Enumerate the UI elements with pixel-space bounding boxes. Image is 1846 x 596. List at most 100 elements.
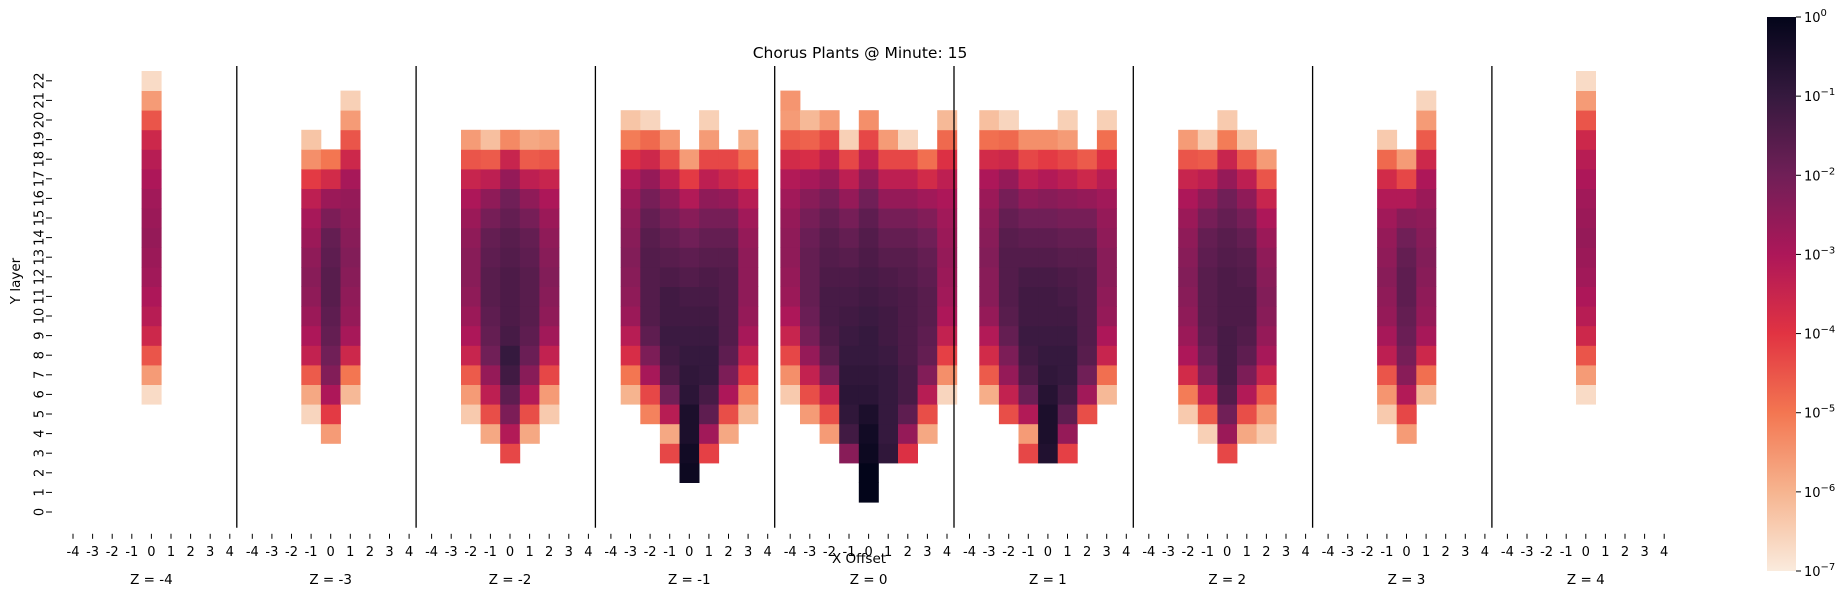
heatmap-cell [1237, 325, 1257, 346]
heatmap-cell [1096, 129, 1117, 150]
y-tick-label: 8 [33, 351, 48, 359]
heatmap-cell [738, 227, 759, 248]
heatmap-cell [301, 267, 322, 287]
heatmap-cell [301, 227, 322, 248]
heatmap-cell [898, 169, 918, 189]
heatmap-cell [301, 325, 322, 346]
heatmap-cell [1057, 423, 1078, 444]
heatmap-cell [519, 306, 540, 327]
heatmap-cell [839, 129, 860, 150]
heatmap-cell [320, 365, 341, 385]
heatmap-cell [519, 208, 540, 229]
heatmap-cell [1237, 345, 1257, 366]
heatmap-cell [1377, 208, 1398, 229]
heatmap-cell [1416, 208, 1437, 229]
colorbar-ticks: 100 10−1 10−2 10−3 10−4 10−5 10−6 10−7 [1796, 8, 1835, 580]
heatmap-cell [1197, 149, 1218, 170]
heatmap-cell [1057, 306, 1078, 327]
heatmap-cell [320, 423, 341, 444]
heatmap-cell [620, 110, 641, 131]
heatmap-cell [898, 149, 918, 170]
heatmap-cell [917, 306, 938, 327]
heatmap-cell [500, 208, 521, 229]
heatmap-cell [141, 325, 162, 346]
heatmap-cell [620, 188, 641, 209]
heatmap-cell [480, 188, 501, 209]
heatmap-cell [340, 384, 361, 405]
heatmap-cell [1217, 286, 1238, 307]
colorbar: 100 10−1 10−2 10−3 10−4 10−5 10−6 10−7 [1767, 8, 1835, 580]
heatmap-cell [340, 208, 361, 229]
heatmap-cell [620, 149, 641, 170]
heatmap-cell [1057, 110, 1078, 131]
heatmap-cell [1197, 286, 1218, 307]
heatmap-cell [519, 129, 540, 150]
heatmap-cell [819, 423, 840, 444]
heatmap-cell [620, 345, 641, 366]
heatmap-cell [998, 110, 1019, 131]
heatmap-cell [320, 345, 341, 366]
heatmap-cell [1077, 169, 1098, 189]
x-tick-label: 3 [1640, 545, 1648, 560]
heatmap-cell [679, 384, 700, 405]
heatmap-cell [340, 188, 361, 209]
heatmap-cell [738, 286, 759, 307]
heatmap-cell [1057, 443, 1078, 464]
heatmap-cell [878, 443, 899, 464]
heatmap-cell [480, 149, 501, 170]
heatmap-cell [898, 345, 918, 366]
heatmap-cell [141, 267, 162, 287]
heatmap-cell [1038, 227, 1059, 248]
heatmap-cell [1256, 325, 1277, 346]
heatmap-cell [998, 345, 1019, 366]
heatmap-cell [1416, 365, 1437, 385]
heatmap-cell [839, 188, 860, 209]
heatmap-cell [320, 247, 341, 268]
x-tick-label: -3 [445, 545, 458, 560]
heatmap-cell [340, 149, 361, 170]
heatmap-cell [1077, 208, 1098, 229]
y-tick-label: 1 [33, 488, 48, 496]
heatmap-cell [340, 267, 361, 287]
heatmap-cell [539, 247, 560, 268]
heatmap-cell [1576, 306, 1596, 327]
heatmap-cell [1396, 188, 1417, 209]
x-tick-label: -2 [823, 545, 836, 560]
heatmap-cell [1377, 267, 1398, 287]
heatmap-cell [699, 188, 720, 209]
heatmap-cell [620, 208, 641, 229]
y-axis-label: Y layer [8, 257, 24, 305]
heatmap-cell [1256, 306, 1277, 327]
heatmap-cell [858, 423, 879, 444]
heatmap-cell [141, 71, 162, 91]
x-tick-label: 4 [584, 545, 592, 560]
heatmap-cell [519, 404, 540, 425]
heatmap-cell [640, 247, 661, 268]
heatmap-cell [1237, 208, 1257, 229]
heatmap-cell [1217, 267, 1238, 287]
heatmap-cell [998, 149, 1019, 170]
heatmap-cell [461, 267, 481, 287]
heatmap-cell [1096, 188, 1117, 209]
heatmap-cell [461, 365, 481, 385]
heatmap-cell [461, 227, 481, 248]
heatmap-cell [659, 208, 680, 229]
heatmap-cell [917, 227, 938, 248]
heatmap-cell [1217, 325, 1238, 346]
heatmap-cell [1018, 267, 1039, 287]
heatmap-cell [878, 423, 899, 444]
heatmap-cell [1416, 90, 1437, 111]
heatmap-cell [998, 247, 1019, 268]
heatmap-cell [301, 149, 322, 170]
heatmap-cell [640, 208, 661, 229]
heatmap-cell [1077, 227, 1098, 248]
heatmap-cell [1396, 169, 1417, 189]
heatmap-cell [320, 188, 341, 209]
heatmap-cell [640, 267, 661, 287]
heatmap-cell [500, 129, 521, 150]
heatmap-cell [659, 247, 680, 268]
heatmap-cell [937, 325, 958, 346]
heatmap-cell [917, 286, 938, 307]
heatmap-cell [738, 188, 759, 209]
heatmap-cell [898, 384, 918, 405]
